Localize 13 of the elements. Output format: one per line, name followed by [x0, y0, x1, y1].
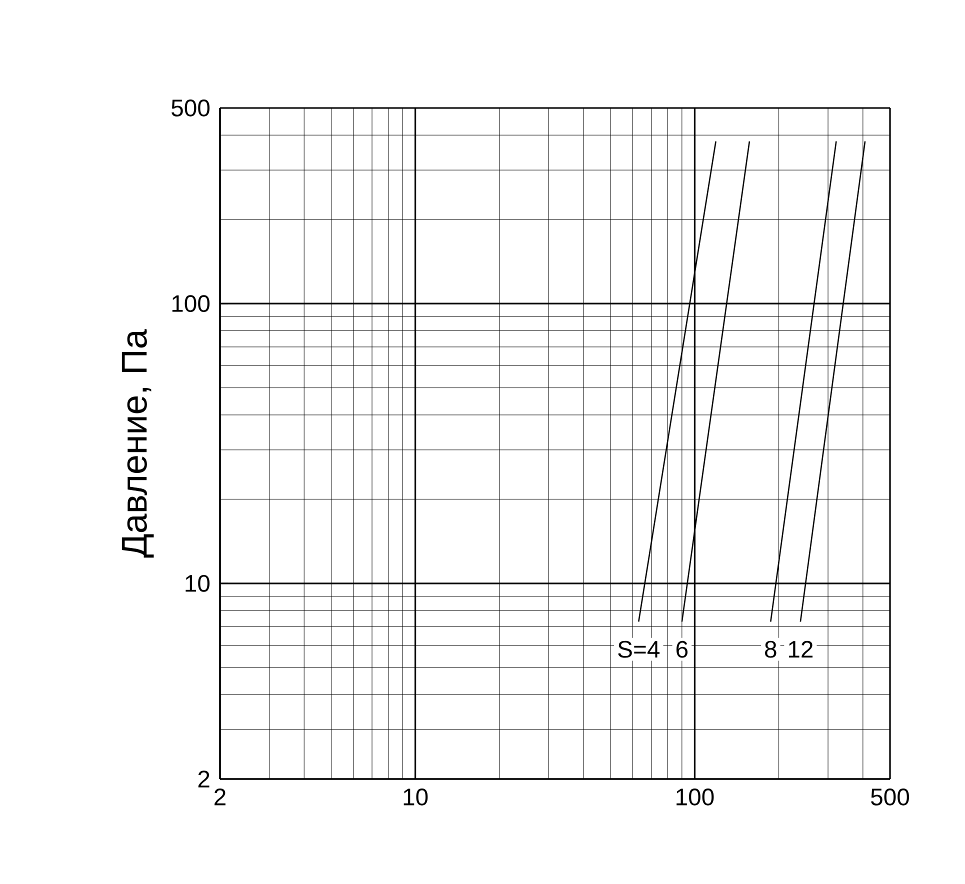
series-label: 8 [765, 640, 776, 658]
y-tick-label: 10 [186, 574, 210, 592]
y-tick-label: 2 [198, 770, 210, 788]
series-label: 6 [676, 640, 688, 658]
series-label: S=4 [618, 640, 660, 658]
x-tick-label: 10 [404, 788, 428, 806]
x-tick-label: 500 [871, 788, 910, 806]
y-axis-title: Давление, Па [122, 329, 154, 558]
x-tick-label: 100 [676, 788, 714, 806]
y-tick-label: 100 [172, 295, 210, 312]
y-tick-label: 500 [172, 100, 210, 116]
x-tick-label: 2 [214, 788, 226, 806]
series-label: 12 [788, 640, 813, 658]
